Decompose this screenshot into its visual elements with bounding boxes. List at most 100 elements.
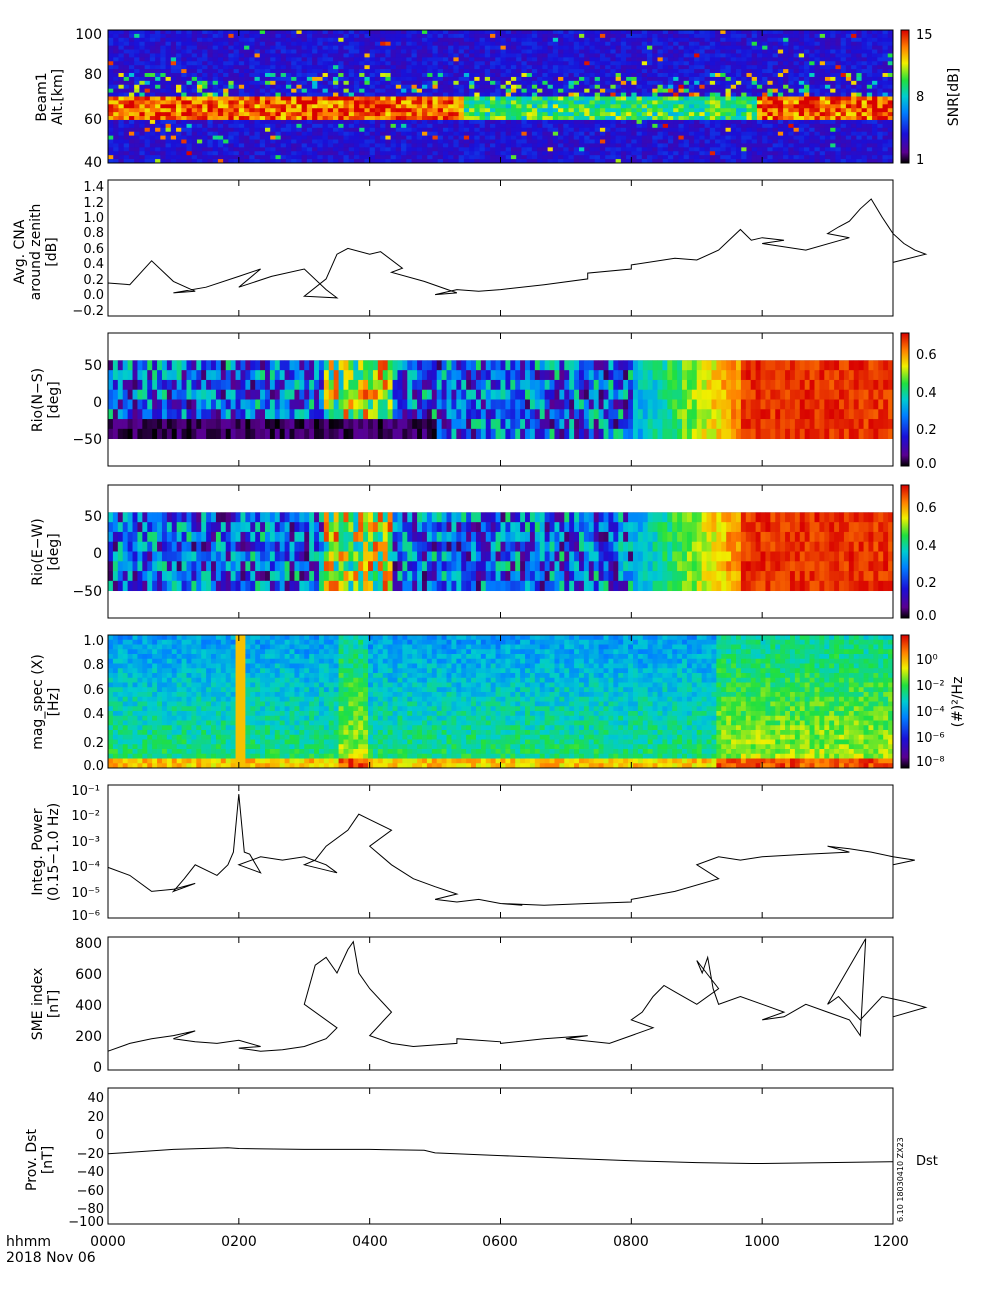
beam1-cell — [531, 123, 538, 129]
beam1-cell — [233, 139, 240, 144]
beam1-cell — [306, 104, 313, 109]
beam1-cell — [422, 65, 428, 70]
beam1-cell — [118, 104, 125, 109]
beam1-cell — [704, 147, 711, 152]
beam1-cell — [348, 127, 355, 133]
beam1-cell — [814, 139, 821, 144]
beam1-cell — [353, 100, 360, 105]
beam1-cell — [631, 139, 637, 144]
beam1-cell — [751, 143, 758, 148]
beam1-cell — [479, 76, 486, 82]
beam1-cell — [626, 151, 632, 156]
beam1-cell — [479, 123, 486, 129]
beam1-cell — [306, 108, 313, 113]
beam1-cell — [594, 155, 601, 160]
beam1-cell — [767, 119, 774, 125]
beam1-cell — [416, 76, 423, 82]
beam1-cell — [746, 92, 753, 97]
beam1-cell — [108, 143, 114, 148]
beam1-cell — [322, 41, 329, 47]
beam1-cell — [652, 84, 658, 90]
beam1-cell — [280, 96, 287, 101]
beam1-cell — [877, 116, 883, 121]
beam1-cell — [223, 151, 229, 156]
beam1-cell — [563, 147, 569, 152]
beam1-cell — [568, 80, 575, 86]
beam1-cell — [746, 135, 753, 140]
beam1-cell — [626, 45, 632, 50]
beam1-cell — [432, 49, 439, 54]
beam1-cell — [709, 88, 716, 93]
beam1-cell — [573, 92, 580, 97]
beam1-cell — [458, 116, 465, 121]
beam1-cell — [469, 41, 475, 47]
beam1-cell — [280, 37, 287, 43]
beam1-cell — [626, 61, 632, 66]
beam1-cell — [207, 100, 214, 105]
beam1-cell — [280, 131, 287, 137]
beam1-cell — [458, 131, 465, 137]
beam1-cell — [442, 61, 449, 66]
beam1-cell — [155, 147, 161, 152]
beam1-cell — [861, 127, 868, 133]
beam1-cell — [401, 49, 407, 54]
beam1-cell — [882, 33, 889, 39]
beam1-cell — [526, 84, 533, 90]
beam1-cell — [306, 92, 313, 97]
beam1-cell — [411, 88, 418, 93]
beam1-cell — [589, 123, 596, 129]
beam1-cell — [249, 73, 255, 78]
beam1-cell — [683, 123, 690, 129]
beam1-cell — [170, 123, 177, 129]
beam1-cell — [155, 30, 161, 35]
beam1-cell — [238, 53, 245, 58]
beam1-cell — [547, 131, 554, 137]
beam1-cell — [547, 49, 554, 54]
beam1-cell — [866, 155, 873, 160]
beam1-cell — [699, 57, 705, 62]
beam1-cell — [756, 73, 763, 78]
beam1-cell — [259, 119, 266, 125]
beam1-cell — [856, 92, 862, 97]
beam1-cell — [348, 159, 355, 164]
beam1-cell — [720, 155, 726, 160]
beam1-cell — [699, 127, 705, 133]
beam1-cell — [160, 108, 166, 113]
beam1-cell — [568, 84, 575, 90]
beam1-cell — [369, 76, 376, 82]
beam1-cell — [851, 33, 857, 39]
beam1-cell — [531, 100, 538, 105]
beam1-cell — [317, 139, 323, 144]
beam1-cell — [296, 76, 303, 82]
beam1-cell — [123, 65, 130, 70]
beam1-cell — [657, 53, 664, 58]
beam1-cell — [521, 104, 528, 109]
beam1-cell — [401, 123, 407, 129]
beam1-cell — [317, 143, 323, 148]
beam1-cell — [469, 116, 475, 121]
beam1-cell — [615, 92, 622, 97]
beam1-cell — [448, 119, 454, 125]
beam1-cell — [134, 151, 140, 156]
beam1-cell — [584, 92, 590, 97]
beam1-cell — [291, 112, 297, 117]
beam1-cell — [484, 37, 491, 43]
beam1-cell — [118, 61, 125, 66]
beam1-cell — [694, 45, 700, 50]
beam1-cell — [495, 139, 501, 144]
beam1-cell — [196, 69, 203, 74]
beam1-cell — [317, 65, 323, 70]
beam1-cell — [788, 33, 794, 39]
beam1-cell — [814, 76, 821, 82]
beam1-cell — [694, 151, 700, 156]
beam1-cell — [579, 123, 585, 129]
beam1-cell — [856, 33, 862, 39]
beam1-cell — [599, 92, 606, 97]
beam1-cell — [673, 143, 679, 148]
beam1-cell — [411, 116, 418, 121]
beam1-cell — [845, 104, 852, 109]
beam1-cell — [186, 104, 193, 109]
beam1-cell — [463, 123, 470, 129]
beam1-cell — [626, 92, 632, 97]
beam1-cell — [196, 80, 203, 86]
